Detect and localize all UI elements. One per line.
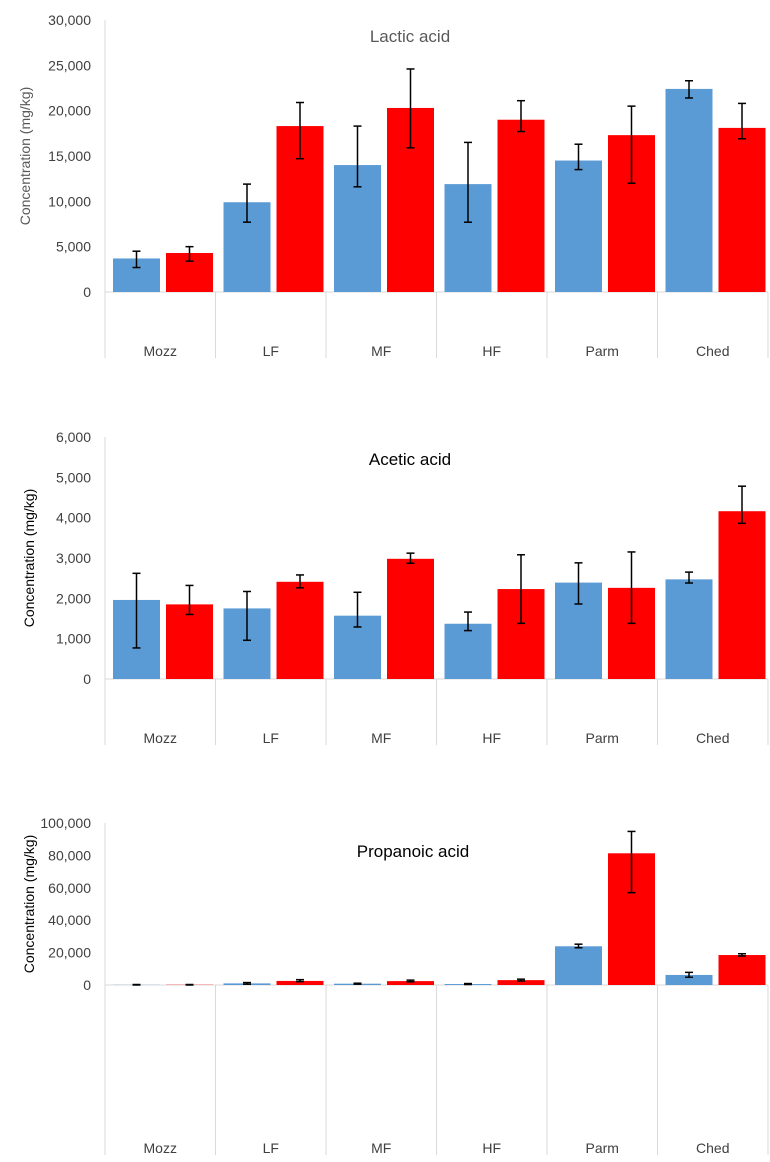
category-label: Ched — [696, 343, 729, 359]
y-tick-label: 60,000 — [48, 880, 91, 896]
y-tick-label: 15,000 — [48, 148, 91, 164]
y-tick-label: 3,000 — [56, 550, 91, 566]
category-label: Parm — [586, 730, 619, 746]
category-label: LF — [263, 730, 279, 746]
y-tick-label: 2,000 — [56, 590, 91, 606]
chart-title: Propanoic acid — [357, 842, 469, 861]
category-label: LF — [263, 343, 279, 359]
chart-title: Lactic acid — [370, 27, 450, 46]
chart-2: 0 1,000 2,000 3,000 4,000 5,000 6,000 Mozz LF MF H… — [21, 429, 769, 746]
y-axis-label: Concentration (mg/kg) — [21, 835, 37, 974]
category-label: Mozz — [144, 1140, 177, 1156]
bar — [276, 581, 324, 679]
y-tick-label: 0 — [83, 671, 91, 687]
category-label: Mozz — [144, 343, 177, 359]
category-label: MF — [371, 1140, 391, 1156]
y-tick-label: 0 — [83, 977, 91, 993]
y-tick-label: 5,000 — [56, 469, 91, 485]
bar — [387, 558, 434, 679]
y-axis-label: Concentration (mg/kg) — [21, 489, 37, 628]
bar — [555, 160, 602, 292]
category-label: Mozz — [144, 730, 177, 746]
category-label: Ched — [696, 1140, 729, 1156]
bar — [718, 127, 766, 292]
y-tick-label: 1,000 — [56, 631, 91, 647]
y-tick-label: 80,000 — [48, 847, 91, 863]
y-tick-label: 20,000 — [48, 945, 91, 961]
bar — [444, 623, 492, 679]
y-tick-label: 0 — [83, 284, 91, 300]
y-tick-label: 20,000 — [48, 103, 91, 119]
y-tick-label: 5,000 — [56, 239, 91, 255]
bar — [276, 980, 324, 985]
category-label: HF — [482, 1140, 501, 1156]
bar — [387, 981, 434, 985]
category-label: MF — [371, 343, 391, 359]
category-label: Parm — [586, 1140, 619, 1156]
chart-title: Acetic acid — [369, 450, 451, 469]
category-label: Ched — [696, 730, 729, 746]
bar — [718, 511, 766, 679]
category-label: HF — [482, 343, 501, 359]
y-tick-label: 6,000 — [56, 429, 91, 445]
bar — [166, 604, 213, 679]
bar — [497, 119, 545, 292]
category-label: MF — [371, 730, 391, 746]
y-axis-label: Concentration (mg/kg) — [17, 87, 33, 226]
y-tick-label: 40,000 — [48, 912, 91, 928]
y-tick-label: 30,000 — [48, 12, 91, 28]
bar — [718, 955, 766, 985]
y-tick-label: 10,000 — [48, 193, 91, 209]
y-tick-label: 100,000 — [40, 815, 91, 831]
y-tick-label: 4,000 — [56, 510, 91, 526]
bar — [555, 946, 602, 985]
bar — [665, 974, 713, 985]
bar — [665, 579, 713, 679]
category-label: Parm — [586, 343, 619, 359]
chart-1: 0 5,000 10,000 15,000 20,000 25,000 30,000 Mozz… — [17, 12, 769, 359]
y-tick-label: 25,000 — [48, 57, 91, 73]
category-label: LF — [263, 1140, 279, 1156]
bar — [497, 980, 545, 985]
category-label: HF — [482, 730, 501, 746]
chart-3: 0 20,000 40,000 60,000 80,000 100,000 Mozz LF MF… — [21, 815, 769, 1156]
bar — [665, 88, 713, 292]
